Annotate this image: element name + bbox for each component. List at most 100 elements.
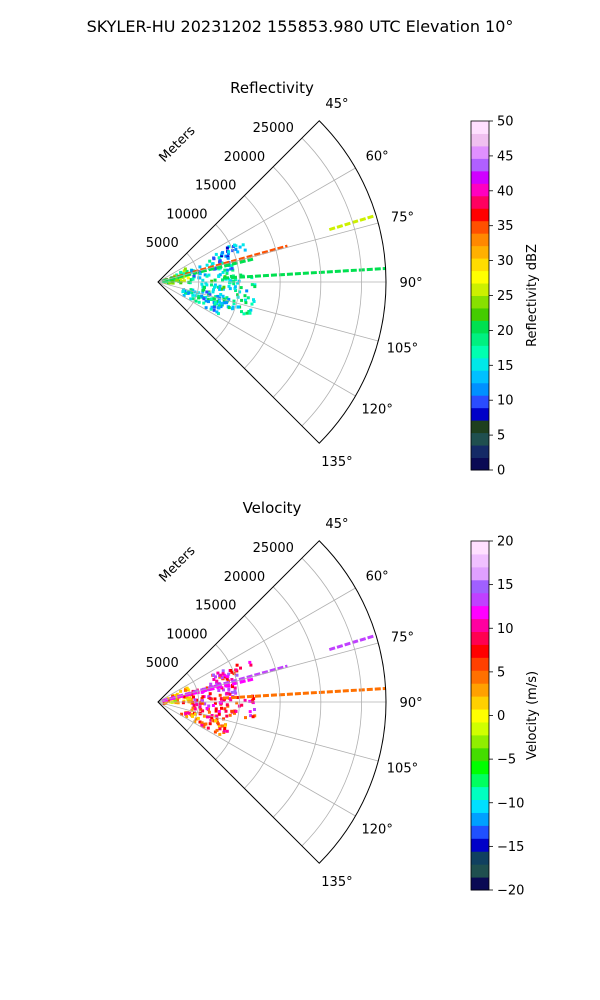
echo-gate xyxy=(190,291,194,295)
echo-gate xyxy=(248,699,252,703)
colorbar: −20 −15 −10 −5 0 5 10 15 20 Velocity (m/s) xyxy=(470,535,540,899)
colorbar-segment xyxy=(471,270,489,284)
azimuth-gridline xyxy=(157,222,379,283)
echo-gate xyxy=(253,283,257,287)
echo-gate xyxy=(207,300,210,304)
echo-gate xyxy=(208,722,212,726)
echo-gate xyxy=(226,252,230,256)
colorbar-segment xyxy=(471,295,489,309)
echo-gate xyxy=(229,669,233,672)
echo-gate xyxy=(192,695,195,699)
echo-gate xyxy=(228,713,232,717)
echo-gate xyxy=(212,678,216,681)
echo-gate xyxy=(236,293,240,297)
echo-gate xyxy=(233,287,237,290)
echo-gate xyxy=(226,256,230,260)
echo-gate xyxy=(220,301,224,305)
echo-gate xyxy=(179,281,183,285)
echo-gate xyxy=(230,690,234,694)
panel-title: Reflectivity xyxy=(230,79,314,97)
echo-gate xyxy=(197,296,201,300)
echo-gate xyxy=(222,297,226,301)
echo-gate xyxy=(194,717,198,721)
echo-gate xyxy=(193,707,197,711)
echo-gate xyxy=(223,727,227,730)
echo-gate xyxy=(231,268,235,272)
colorbar-segment xyxy=(471,158,489,172)
echo-gate xyxy=(189,297,193,301)
echo-gate xyxy=(242,312,246,316)
colorbar-segment xyxy=(471,370,489,384)
echo-gate xyxy=(209,682,213,686)
colorbar-tick-label: 50 xyxy=(497,115,514,130)
echo-gate xyxy=(213,697,217,701)
echo-gate xyxy=(235,701,239,705)
range-tick-label: 20000 xyxy=(224,570,265,585)
colorbar-segment xyxy=(471,734,489,749)
range-axis-label: Meters xyxy=(157,543,199,585)
echo-gate xyxy=(202,725,206,729)
echo-gate xyxy=(184,711,188,715)
echo-gate xyxy=(210,279,214,283)
echo-gate xyxy=(186,711,190,715)
echo-gate xyxy=(239,666,242,670)
echo-gate xyxy=(240,298,244,302)
echo-gate xyxy=(253,714,257,718)
echo-gate xyxy=(183,289,187,293)
colorbar-tick-label: 40 xyxy=(497,184,514,199)
echo-gate xyxy=(220,254,224,258)
echo-gate xyxy=(215,310,219,314)
echo-gate xyxy=(222,285,226,289)
echo-gate xyxy=(240,703,244,707)
echo-gate xyxy=(218,302,222,306)
colorbar-segment xyxy=(471,631,489,645)
echo-gate xyxy=(211,704,215,707)
colorbar-segment xyxy=(471,773,489,788)
echo-gate xyxy=(221,251,225,255)
colorbar-segment xyxy=(471,245,489,259)
echo-gate xyxy=(217,710,221,713)
echo-gate xyxy=(220,261,224,265)
colorbar-segment xyxy=(471,133,489,147)
echo-gate xyxy=(227,687,231,691)
echo-gate xyxy=(194,712,197,716)
sector-frame xyxy=(157,120,387,444)
radial-spoke xyxy=(222,266,386,280)
echo-gate xyxy=(215,717,219,721)
echo-gate xyxy=(230,264,234,268)
colorbar-segment xyxy=(471,382,489,396)
echo-gate xyxy=(245,289,249,293)
echo-gate xyxy=(248,660,252,664)
azimuth-gridline xyxy=(157,281,356,397)
figure-title: SKYLER-HU 20231202 155853.980 UTC Elevat… xyxy=(87,17,514,36)
echo-gate xyxy=(204,281,208,285)
echo-gate xyxy=(204,306,208,310)
echo-gate xyxy=(225,729,229,733)
echo-gate xyxy=(212,308,216,312)
colorbar-segment xyxy=(471,457,489,471)
echo-gate xyxy=(239,286,243,290)
echo-gate xyxy=(207,694,211,698)
echo-gate xyxy=(236,696,240,699)
echo-gate xyxy=(235,673,239,677)
range-tick-label: 15000 xyxy=(195,179,236,194)
colorbar-segment xyxy=(471,432,489,446)
echo-gate xyxy=(214,707,218,711)
echo-gate xyxy=(213,283,217,287)
echo-gate xyxy=(251,715,255,719)
colorbar-segment xyxy=(471,825,489,839)
colorbar-segment xyxy=(471,208,489,222)
echo-gate xyxy=(179,689,183,693)
echo-gate xyxy=(190,708,194,712)
echo-gate xyxy=(228,287,232,291)
echo-gate xyxy=(214,719,217,723)
colorbar-tick-label: 10 xyxy=(497,394,514,409)
colorbar-tick-label: 15 xyxy=(497,359,514,374)
echo-gate xyxy=(228,692,232,696)
azimuth-tick-label: 60° xyxy=(366,149,389,164)
echo-gate xyxy=(215,681,218,685)
echo-gate xyxy=(176,278,180,282)
azimuth-tick-label: 75° xyxy=(391,630,414,645)
echo-gate xyxy=(183,688,187,692)
